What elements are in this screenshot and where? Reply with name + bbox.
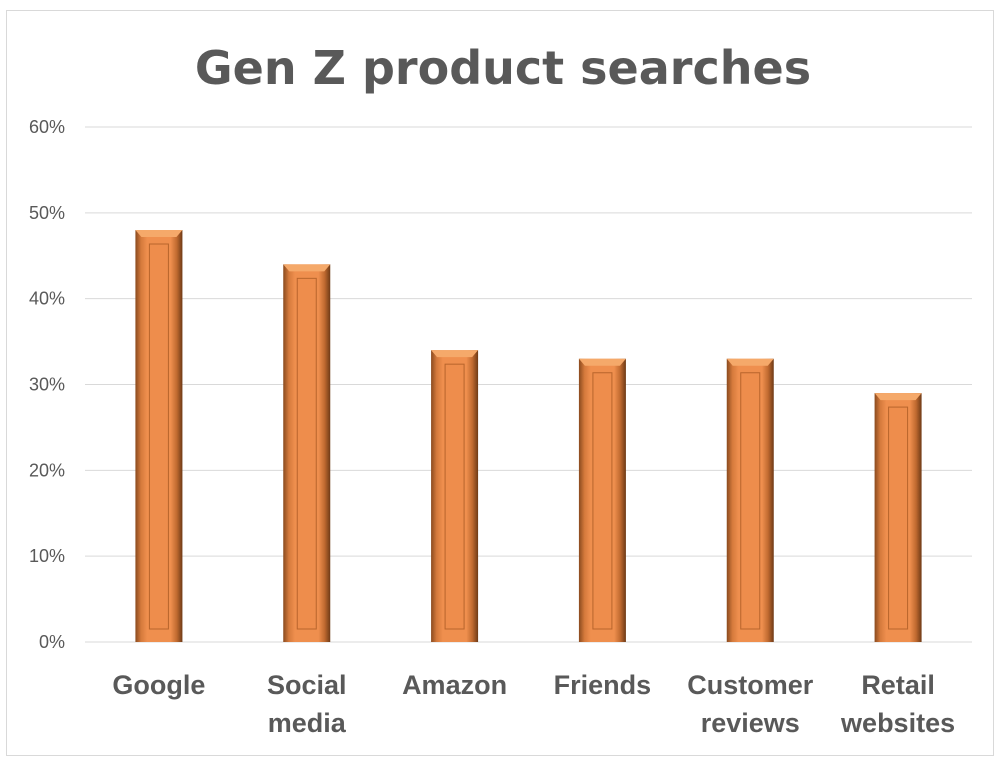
gridlines (85, 126, 972, 643)
bar-top-bevel (578, 358, 626, 366)
y-tick-label: 50% (29, 203, 65, 223)
bar-top-bevel (726, 358, 774, 366)
bar-inner-panel (444, 363, 465, 630)
bar-top-bevel (874, 393, 922, 401)
y-tick-label: 20% (29, 460, 65, 480)
bar-top-bevel (135, 230, 183, 237)
x-category-label: websites (840, 708, 955, 738)
x-category-label: Customer (687, 670, 814, 700)
y-tick-label: 60% (29, 117, 65, 137)
y-tick-label: 40% (29, 289, 65, 309)
bar (578, 358, 626, 642)
bar-inner-panel (296, 277, 317, 630)
x-category-label: Social (267, 670, 347, 700)
bar-top-bevel (431, 350, 479, 358)
x-category-label: Amazon (402, 670, 507, 700)
x-category-label: Retail (861, 670, 935, 700)
bars (135, 230, 922, 642)
x-category-label: reviews (701, 708, 800, 738)
bar-top-bevel (283, 264, 331, 272)
bar (431, 350, 479, 642)
bar (135, 230, 183, 642)
bar-inner-panel (148, 243, 169, 630)
x-category-label: Google (112, 670, 205, 700)
y-tick-label: 10% (29, 546, 65, 566)
bar (874, 393, 922, 642)
y-axis-labels: 0% 10% 20% 30% 40% 50% 60% (29, 117, 65, 652)
y-tick-label: 0% (39, 632, 65, 652)
bar-inner-panel (592, 372, 613, 630)
chart-title: Gen Z product searches (195, 41, 811, 95)
bar (726, 358, 774, 642)
x-category-label: media (268, 708, 347, 738)
x-axis-labels: Google Social media Amazon Friends Customer re… (112, 670, 955, 738)
bar-inner-panel (740, 372, 761, 630)
chart-frame (6, 10, 994, 756)
bar-inner-panel (888, 406, 909, 630)
y-tick-label: 30% (29, 375, 65, 395)
x-category-label: Friends (554, 670, 652, 700)
bar (283, 264, 331, 642)
